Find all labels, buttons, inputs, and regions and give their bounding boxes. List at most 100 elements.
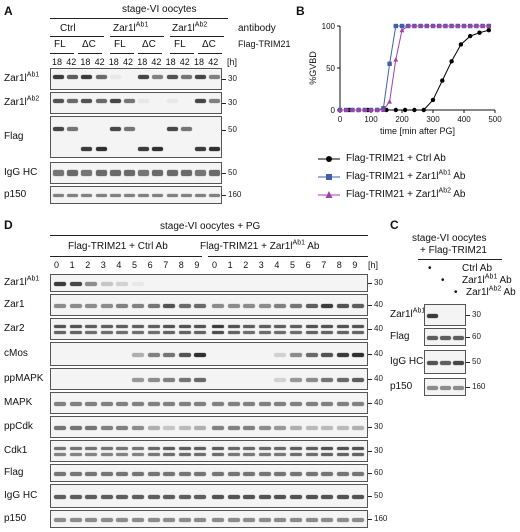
blot-d-label-2: Zar2	[4, 323, 25, 334]
lane-time-4: 18	[108, 57, 119, 67]
band	[69, 426, 82, 430]
band	[147, 472, 160, 476]
x-tick-label: 300	[426, 115, 440, 124]
band	[69, 304, 82, 308]
band	[152, 194, 164, 197]
blot-c-label-2: IgG HC	[390, 356, 424, 367]
blot-c-1	[424, 328, 466, 346]
band	[290, 453, 302, 456]
band	[243, 426, 256, 430]
rule-ab2	[170, 36, 224, 37]
band	[258, 472, 271, 476]
construct-2: FL	[114, 39, 126, 50]
band	[352, 353, 365, 357]
band	[180, 170, 192, 176]
series-2-point	[399, 27, 405, 33]
cond-label-1: Zar1lAb1 Ab	[462, 273, 512, 286]
band	[166, 194, 178, 197]
band	[178, 447, 191, 450]
lane-time-11: 42	[208, 57, 219, 67]
band	[194, 447, 207, 450]
time-unit-d: [h]	[368, 260, 379, 270]
lane-time-3: 42	[94, 57, 105, 67]
band	[227, 447, 240, 450]
legend-label-1: Flag-TRIM21 + Zar1lAb1 Ab	[346, 169, 466, 182]
mw-tick	[368, 305, 372, 306]
mw-a-2: 50	[228, 125, 237, 134]
band	[243, 472, 256, 476]
band	[178, 472, 191, 476]
band	[85, 495, 98, 499]
lane-d-0-0: 0	[54, 260, 60, 270]
band	[427, 336, 438, 340]
blot-d-6	[50, 416, 368, 438]
blot-a-2	[50, 116, 222, 158]
band	[69, 472, 82, 476]
band	[321, 518, 334, 522]
band	[178, 495, 191, 499]
band	[290, 518, 302, 522]
series-2-point	[443, 23, 448, 28]
band	[212, 402, 224, 406]
band	[132, 325, 144, 328]
lane-time-7: 42	[151, 57, 162, 67]
blot-d-label-9: IgG HC	[4, 490, 38, 501]
band	[166, 99, 178, 103]
panel-d-title: stage-VI oocytes + PG	[160, 221, 261, 232]
band	[178, 402, 191, 406]
rule-ab1	[110, 36, 164, 37]
band	[352, 378, 365, 382]
band	[124, 75, 135, 79]
band	[321, 331, 334, 334]
blot-d-7	[50, 440, 368, 462]
band	[290, 378, 302, 382]
series-2-point	[467, 23, 473, 28]
blot-c-3	[424, 378, 466, 396]
band	[163, 495, 176, 499]
blot-d-0	[50, 274, 368, 292]
mw-tick	[466, 315, 470, 316]
band	[427, 361, 438, 365]
band	[163, 282, 176, 286]
series-2-point	[418, 23, 423, 28]
blot-d-5	[50, 392, 368, 414]
construct-1: ΔC	[82, 39, 96, 50]
series-2-point	[387, 99, 392, 104]
series-2-point	[474, 23, 479, 28]
band	[85, 331, 98, 334]
band	[152, 99, 164, 103]
mw-d-9: 50	[374, 491, 383, 500]
band	[212, 447, 224, 450]
band	[212, 495, 224, 499]
legend-marker-0	[318, 156, 340, 162]
band	[69, 447, 82, 450]
band	[166, 75, 178, 79]
band	[194, 325, 207, 328]
mw-tick	[368, 451, 372, 452]
blot-a-1	[50, 92, 222, 114]
blot-d-label-0: Zar1lAb1	[4, 275, 40, 288]
band	[453, 361, 464, 365]
band	[100, 304, 113, 308]
lane-d-1-6: 6	[305, 260, 311, 270]
band	[166, 127, 178, 131]
band	[336, 378, 349, 382]
band	[109, 127, 121, 131]
band	[336, 304, 349, 308]
band	[54, 447, 66, 450]
band	[305, 426, 318, 430]
band	[352, 453, 365, 456]
series-0-point	[486, 28, 491, 33]
blot-c-2	[424, 350, 466, 374]
band	[109, 99, 121, 103]
series-2-point	[436, 23, 442, 28]
blot-d-label-1: Zar1	[4, 299, 25, 310]
band	[116, 453, 129, 456]
band	[132, 453, 144, 456]
blot-d-label-10: p150	[4, 513, 27, 524]
band	[274, 325, 287, 328]
mw-tick	[368, 379, 372, 380]
band	[258, 304, 271, 308]
band	[163, 325, 176, 328]
band	[152, 170, 164, 176]
